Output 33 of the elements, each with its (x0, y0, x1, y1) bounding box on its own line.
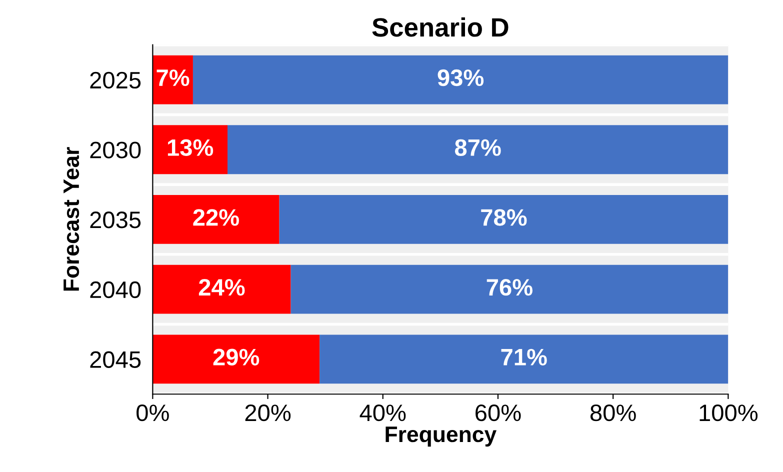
y-axis-title: Forecast Year (64, 147, 80, 291)
x-tick-label: 20% (245, 404, 291, 422)
y-tick-label: 2035 (90, 212, 141, 228)
y-tick-label: 2040 (90, 281, 141, 298)
x-tick-label: 100% (700, 404, 758, 422)
data-label: 71% (501, 348, 547, 366)
data-label: 76% (486, 278, 533, 296)
bar (152, 264, 291, 314)
y-tick-label: 2030 (90, 142, 141, 158)
x-tick-label: 40% (360, 404, 406, 422)
y-tick-label: 2045 (90, 351, 141, 368)
bar (290, 264, 728, 314)
data-label: 13% (168, 139, 214, 156)
data-label: 24% (198, 278, 245, 296)
bar (320, 334, 728, 384)
data-label: 29% (213, 348, 260, 366)
bar (152, 334, 320, 384)
y-tick-label: 2025 (90, 72, 141, 89)
bar (192, 55, 728, 104)
bar (279, 195, 728, 244)
chart-title: Scenario D (372, 17, 508, 37)
data-label: 22% (193, 209, 239, 226)
data-label: 87% (454, 139, 501, 156)
bar (152, 195, 280, 244)
data-label: 78% (481, 209, 527, 226)
x-tick-label: 0% (136, 404, 169, 422)
x-tick-label: 80% (590, 404, 636, 422)
bar (152, 125, 228, 174)
x-axis-title: Frequency (386, 426, 497, 447)
data-label: 93% (438, 69, 484, 86)
data-label: 7% (156, 69, 190, 86)
x-tick-label: 60% (476, 404, 521, 422)
bar (228, 125, 728, 174)
